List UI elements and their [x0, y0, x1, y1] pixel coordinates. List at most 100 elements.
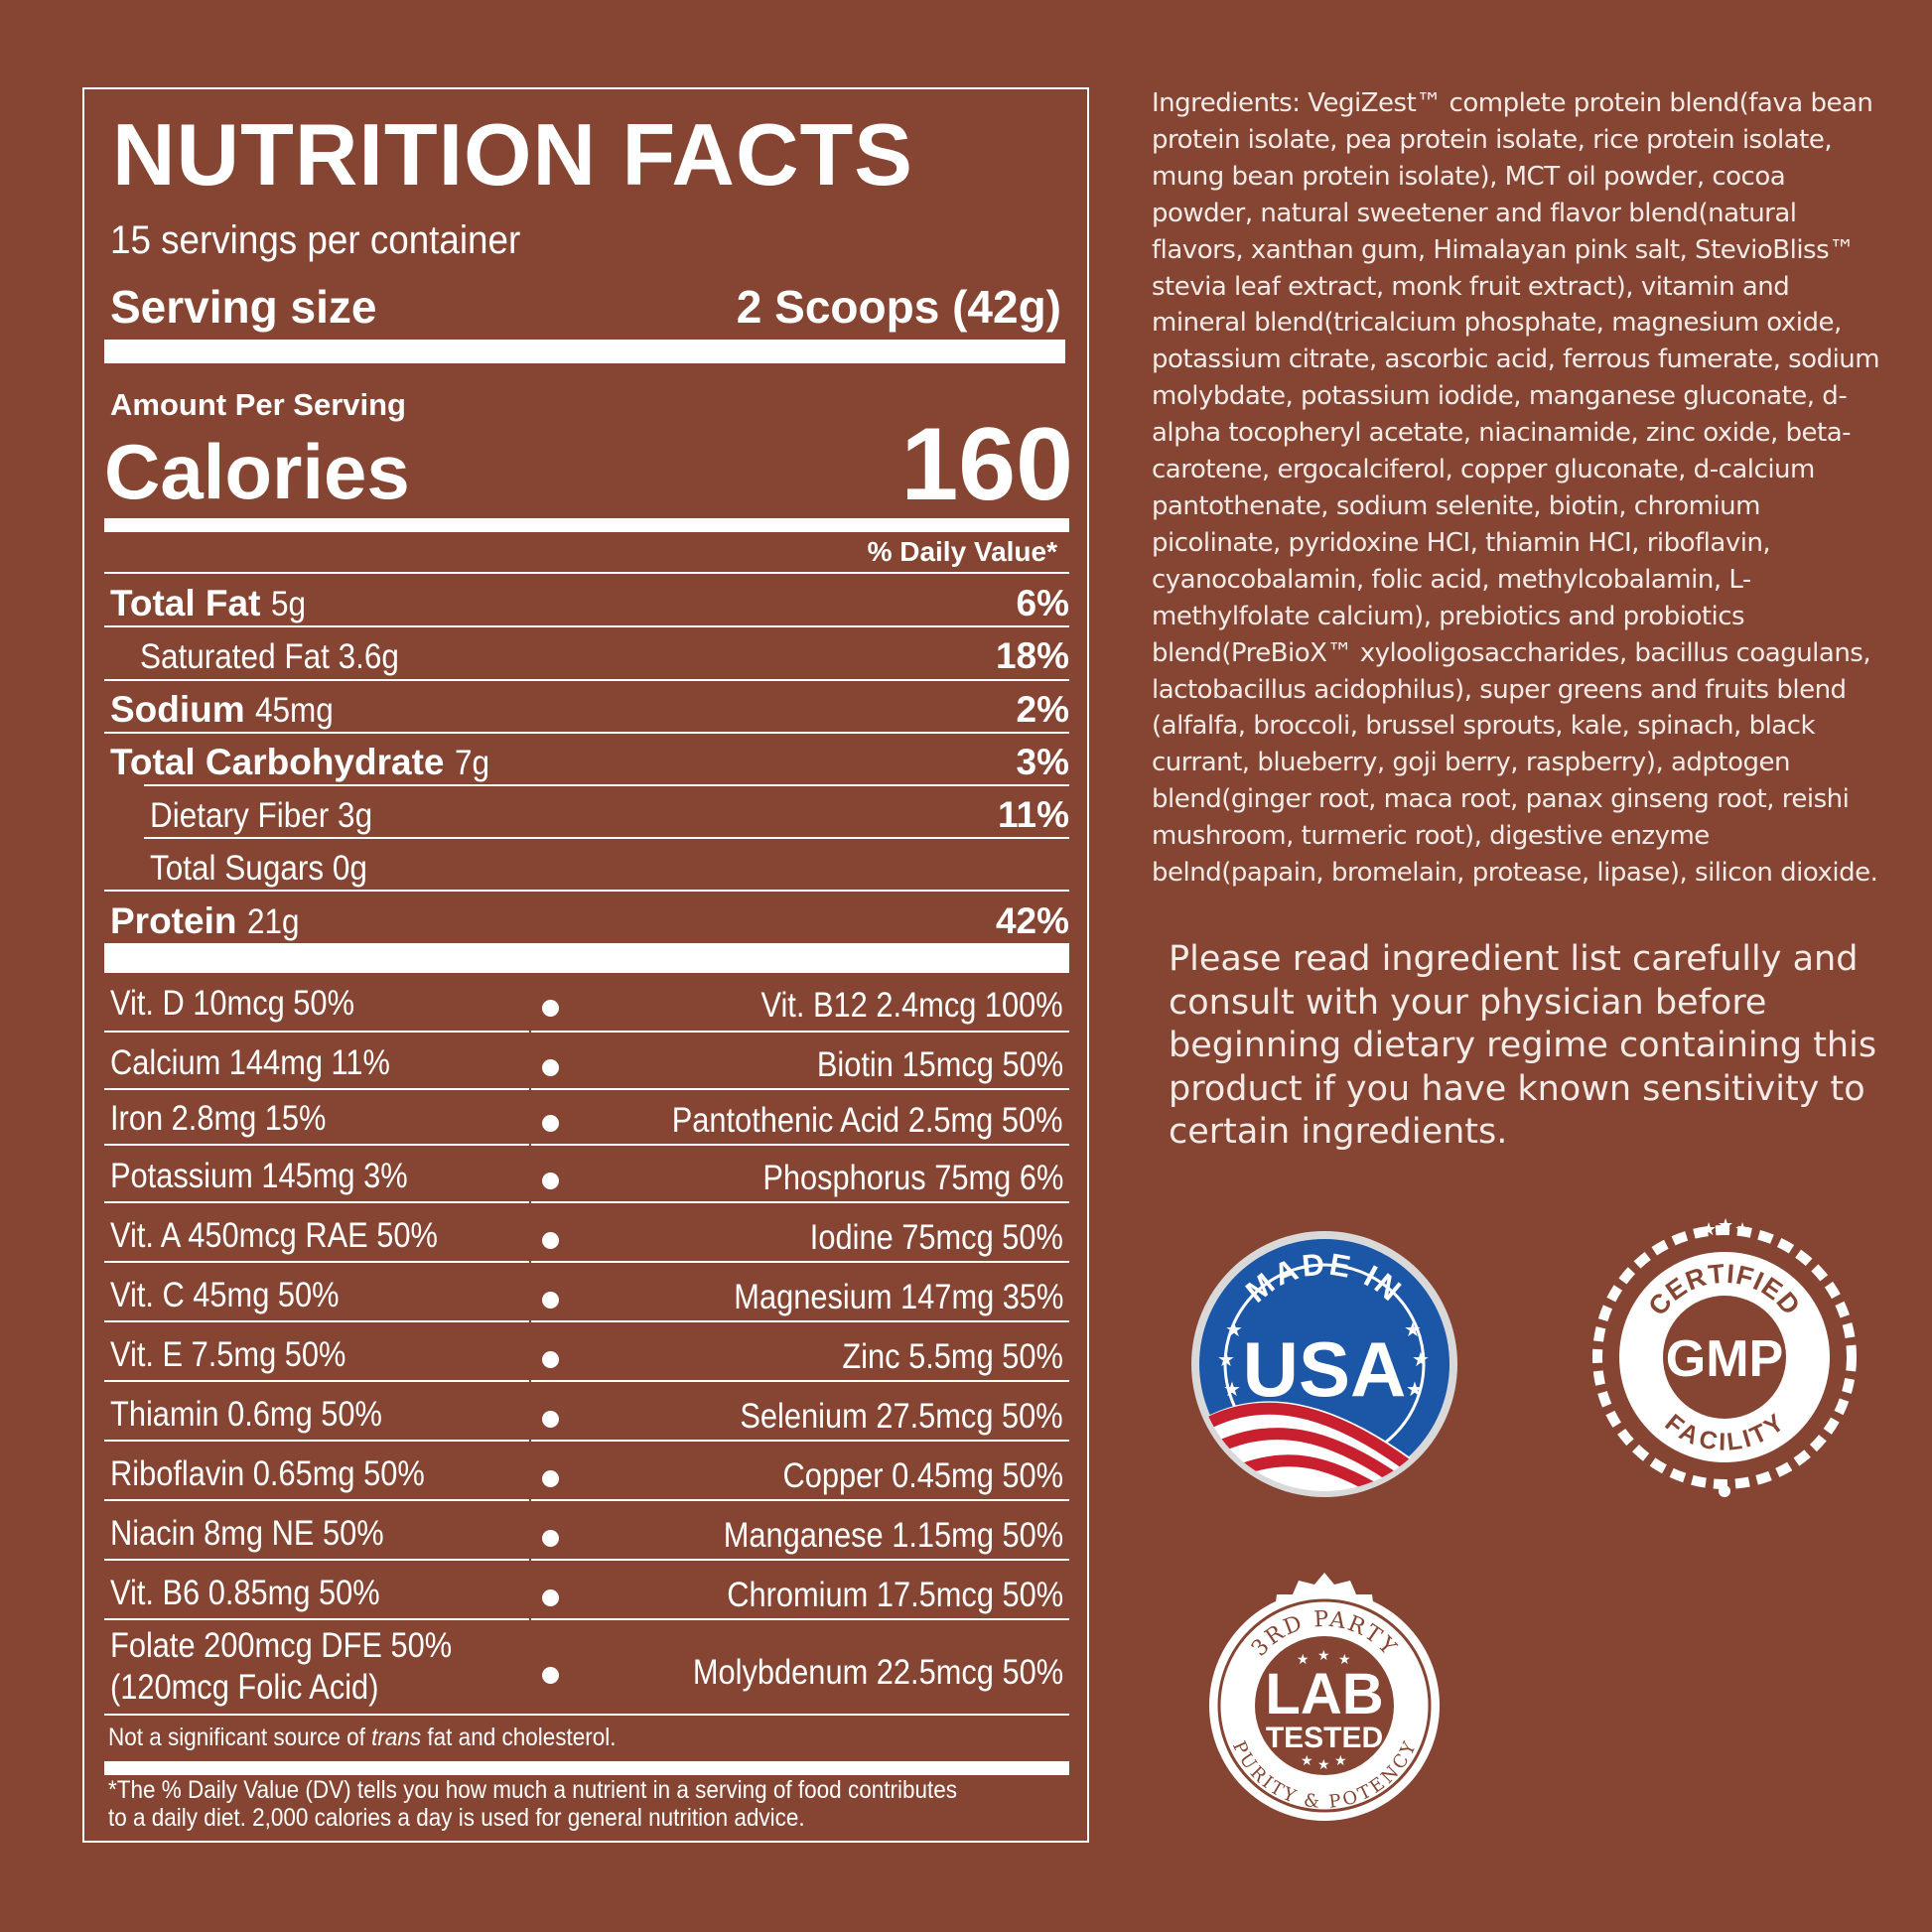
vitamin-row: Thiamin 0.6mg 50% Selenium 27.5mcg 50% — [104, 1382, 1069, 1442]
vitamin-right: Selenium 27.5mcg 50% — [740, 1397, 1063, 1436]
nutrient-dv: 2% — [1016, 689, 1069, 730]
bullet-icon — [542, 1232, 559, 1249]
svg-text:★: ★ — [1225, 1319, 1243, 1341]
row-divider — [104, 1031, 1069, 1033]
thick-divider — [104, 340, 1065, 363]
vitamin-left: Calcium 144mg 11% — [110, 1042, 390, 1082]
daily-value-header: % Daily Value* — [867, 536, 1057, 567]
row-divider — [144, 837, 1069, 839]
vitamin-row: Vit. A 450mcg RAE 50% Iodine 75mcg 50% — [104, 1203, 1069, 1263]
nutrient-dv: 11% — [997, 794, 1069, 835]
bullet-icon — [542, 1530, 559, 1547]
svg-text:★: ★ — [1334, 1752, 1347, 1768]
nutrient-name: Sodium — [110, 689, 245, 730]
servings-per-container: 15 servings per container — [110, 218, 521, 262]
calories-value: 160 — [900, 407, 1073, 522]
vitamin-row: Vit. B6 0.85mg 50% Chromium 17.5mcg 50% — [104, 1561, 1069, 1620]
gmp-main-text: GMP — [1666, 1330, 1783, 1388]
bullet-icon — [542, 1470, 559, 1487]
vitamin-row: Vit. C 45mg 50% Magnesium 147mg 35% — [104, 1263, 1069, 1322]
row-divider — [144, 784, 1069, 786]
bullet-icon — [542, 1351, 559, 1368]
vitamin-row: Niacin 8mg NE 50% Manganese 1.15mg 50% — [104, 1501, 1069, 1561]
bullet-icon — [542, 1059, 559, 1076]
vitamin-left: Niacin 8mg NE 50% — [110, 1513, 384, 1553]
vitamin-row: Iron 2.8mg 15% Pantothenic Acid 2.5mg 50% — [104, 1090, 1069, 1146]
lab-main-text: LAB — [1265, 1662, 1383, 1726]
vitamin-row: Calcium 144mg 11% Biotin 15mcg 50% — [104, 1033, 1069, 1090]
nutrient-row-dietary-fiber: Dietary Fiber 3g 11% — [144, 785, 1069, 837]
nutrient-dv: 42% — [995, 900, 1069, 941]
svg-text:★: ★ — [1701, 1219, 1717, 1239]
vitamin-right: Manganese 1.15mg 50% — [723, 1516, 1063, 1555]
vitamin-row: Riboflavin 0.65mg 50% Copper 0.45mg 50% — [104, 1442, 1069, 1501]
vitamin-right: Phosphorus 75mg 6% — [761, 1159, 1063, 1197]
calories-label: Calories — [104, 428, 410, 515]
svg-text:★: ★ — [1223, 1379, 1241, 1401]
nutrient-amount: 7g — [454, 744, 489, 782]
nutrient-name: Protein — [110, 900, 237, 941]
row-divider — [104, 1144, 1069, 1146]
nutrient-name: Dietary Fiber 3g — [150, 796, 373, 835]
row-divider — [104, 1714, 1069, 1716]
nutrient-dv: 3% — [1016, 742, 1069, 782]
row-divider — [104, 1499, 1069, 1501]
row-divider — [104, 1559, 1069, 1561]
nutrient-row-saturated-fat: Saturated Fat 3.6g 18% — [134, 626, 1069, 678]
bullet-icon — [542, 1589, 559, 1606]
row-divider — [104, 1261, 1069, 1263]
vitamin-right: Biotin 15mcg 50% — [816, 1045, 1063, 1084]
star-icons: ★★★ ★★★ — [1297, 1647, 1351, 1772]
medium-divider — [104, 1761, 1069, 1775]
svg-text:★: ★ — [1734, 1219, 1750, 1239]
vitamin-left: Vit. D 10mcg 50% — [110, 983, 354, 1023]
row-divider — [104, 1618, 1069, 1620]
bullet-icon — [542, 1411, 559, 1428]
star-icons: ★★★ ★★★ — [1217, 1319, 1430, 1401]
serving-size-value: 2 Scoops (42g) — [736, 281, 1061, 333]
vitamin-row: Potassium 145mg 3% Phosphorus 75mg 6% — [104, 1146, 1069, 1203]
nutrition-title: NUTRITION FACTS — [112, 105, 913, 204]
bullet-icon — [542, 1292, 559, 1309]
vitamin-left: Folate 200mcg DFE 50% (120mcg Folic Acid) — [110, 1625, 452, 1708]
svg-text:★: ★ — [1317, 1756, 1330, 1772]
vitamin-right: Chromium 17.5mcg 50% — [727, 1576, 1063, 1614]
svg-text:★: ★ — [1217, 1349, 1235, 1371]
vitamin-right: Magnesium 147mg 35% — [733, 1278, 1063, 1316]
nutrient-name: Saturated Fat 3.6g — [140, 637, 399, 676]
row-divider — [104, 1088, 1069, 1090]
row-divider — [104, 1201, 1069, 1203]
serving-size-label: Serving size — [110, 281, 377, 333]
row-divider — [104, 890, 1069, 892]
gmp-certified-badge: CERTIFIED GMP FACILITY ★ ★ ★ — [1592, 1215, 1857, 1497]
svg-text:★: ★ — [1301, 1752, 1313, 1768]
svg-text:★: ★ — [1338, 1651, 1351, 1667]
vitamin-right: Vit. B12 2.4mcg 100% — [760, 986, 1063, 1025]
nutrient-dv: 6% — [1016, 583, 1069, 623]
row-divider — [104, 1380, 1069, 1382]
bullet-icon — [542, 1000, 559, 1017]
nutrient-row-sodium: Sodium 45mg 2% — [104, 680, 1069, 732]
vitamin-left: Vit. B6 0.85mg 50% — [110, 1573, 380, 1612]
thick-divider — [104, 943, 1069, 973]
lab-tested-text: TESTED — [1266, 1722, 1383, 1754]
row-divider — [104, 1320, 1069, 1322]
vitamin-left: Potassium 145mg 3% — [110, 1156, 408, 1195]
amount-per-serving: Amount Per Serving — [110, 387, 406, 422]
ingredients-list: Ingredients: VegiZest™ complete protein … — [1152, 88, 1880, 889]
nutrient-name: Total Fat — [110, 583, 261, 623]
folate-line: Folate 200mcg DFE 50% — [110, 1626, 453, 1666]
nutrient-row-protein: Protein 21g 42% — [104, 892, 1069, 943]
nutrient-name: Total Carbohydrate — [110, 742, 445, 782]
svg-text:★: ★ — [1718, 1215, 1733, 1235]
svg-text:★: ★ — [1412, 1349, 1430, 1371]
vitamin-left: Vit. C 45mg 50% — [110, 1275, 340, 1314]
not-significant-note: Not a significant source of trans fat an… — [108, 1724, 617, 1751]
svg-text:★: ★ — [1406, 1379, 1424, 1401]
vitamin-row: Vit. D 10mcg 50% Vit. B12 2.4mcg 100% — [104, 973, 1069, 1031]
vitamin-right: Copper 0.45mg 50% — [782, 1456, 1063, 1495]
nutrient-row-total-sugars: Total Sugars 0g — [144, 838, 1069, 890]
lab-tested-badge: 3RD PARTY LAB TESTED PURITY & POTENCY ★ ★… — [1209, 1573, 1440, 1821]
row-divider — [104, 625, 1069, 627]
vitamin-row: Folate 200mcg DFE 50% (120mcg Folic Acid)… — [104, 1620, 1069, 1716]
